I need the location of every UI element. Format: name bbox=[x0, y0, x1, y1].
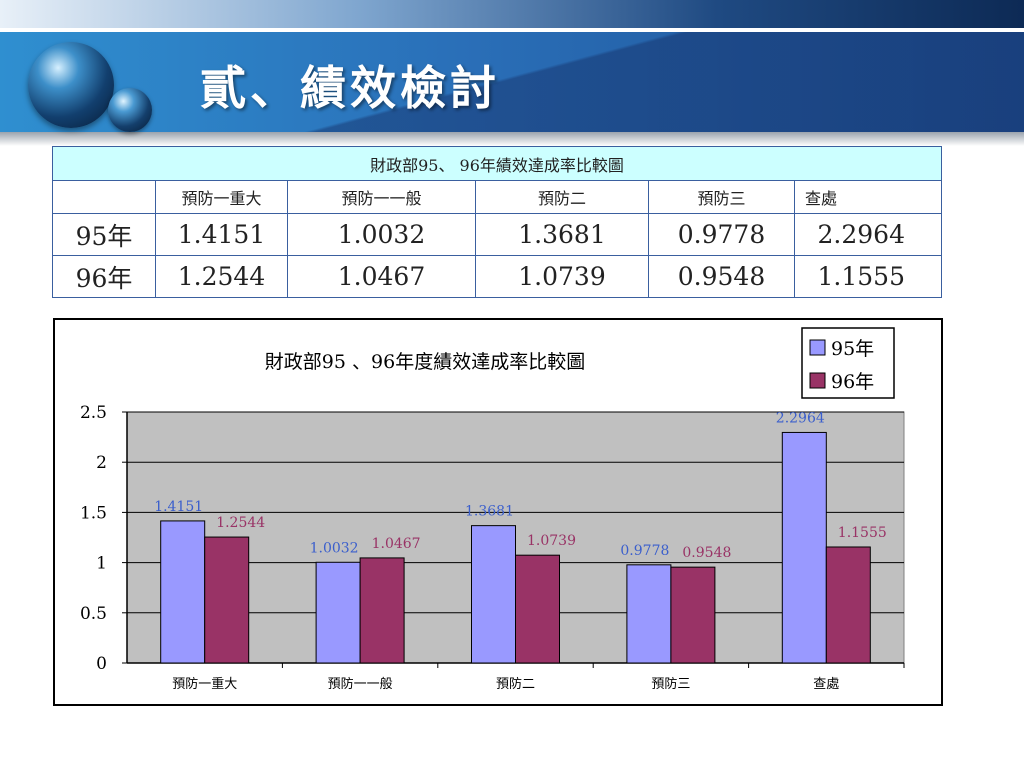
bar bbox=[471, 525, 516, 664]
slide-header: 貳、績效檢討 bbox=[0, 0, 1024, 150]
y-tick-label: 0.5 bbox=[80, 604, 107, 624]
bar bbox=[160, 520, 206, 664]
header-cell bbox=[52, 180, 156, 214]
data-label: 0.9778 bbox=[620, 543, 669, 559]
y-tick-label: 1.5 bbox=[80, 503, 107, 523]
data-label: 2.2964 bbox=[776, 410, 825, 426]
data-label: 1.2544 bbox=[216, 515, 265, 531]
table-cell: 0.9548 bbox=[648, 255, 795, 298]
table-row: 96年 1.2544 1.0467 1.0739 0.9548 1.1555 bbox=[52, 255, 942, 298]
legend-swatch bbox=[809, 339, 826, 356]
y-tick-label: 2.5 bbox=[80, 403, 107, 423]
data-label: 1.0739 bbox=[527, 533, 576, 549]
legend-swatch bbox=[809, 372, 826, 389]
table-cell: 1.0739 bbox=[475, 255, 649, 298]
data-label: 0.9548 bbox=[682, 545, 731, 561]
performance-table: 財政部95、 96年績效達成率比較圖 預防一重大 預防一一般 預防二 預防三 查… bbox=[52, 146, 942, 298]
globe-icon bbox=[28, 42, 114, 128]
bar bbox=[515, 554, 560, 664]
header-cell: 查處 bbox=[794, 180, 942, 214]
header-cell: 預防一重大 bbox=[155, 180, 288, 214]
x-tick-label: 查處 bbox=[813, 677, 839, 692]
bar bbox=[781, 431, 827, 664]
table-cell: 1.2544 bbox=[155, 255, 288, 298]
bar bbox=[626, 564, 672, 664]
header-cell: 預防一一般 bbox=[287, 180, 476, 214]
legend-label: 96年 bbox=[831, 371, 874, 393]
table-cell: 2.2964 bbox=[794, 213, 942, 256]
bar bbox=[204, 536, 250, 664]
data-label: 1.3681 bbox=[465, 504, 514, 520]
header-cell: 預防三 bbox=[648, 180, 795, 214]
row-label: 95年 bbox=[52, 213, 156, 256]
y-tick-label: 0 bbox=[96, 654, 107, 674]
header-wave bbox=[280, 32, 1024, 132]
table-row: 95年 1.4151 1.0032 1.3681 0.9778 2.2964 bbox=[52, 213, 942, 256]
table-cell: 1.0467 bbox=[287, 255, 476, 298]
y-tick-label: 1 bbox=[96, 554, 107, 574]
table-cell: 1.0032 bbox=[287, 213, 476, 256]
header-cell: 預防二 bbox=[475, 180, 649, 214]
data-label: 1.0467 bbox=[372, 536, 421, 552]
table-cell: 1.3681 bbox=[475, 213, 649, 256]
table-cell: 1.4151 bbox=[155, 213, 288, 256]
data-label: 1.0032 bbox=[310, 540, 359, 556]
legend-label: 95年 bbox=[831, 338, 874, 360]
x-tick-label: 預防一一般 bbox=[328, 676, 393, 692]
header-band bbox=[0, 32, 1024, 132]
data-label: 1.4151 bbox=[154, 499, 203, 515]
table-cell: 0.9778 bbox=[648, 213, 795, 256]
data-label: 1.1555 bbox=[838, 525, 887, 541]
table-cell: 1.1555 bbox=[794, 255, 942, 298]
row-label: 96年 bbox=[52, 255, 156, 298]
x-tick-label: 預防二 bbox=[496, 676, 535, 692]
bar bbox=[359, 557, 405, 664]
chart-title: 財政部95 、96年度績效達成率比較圖 bbox=[265, 351, 585, 373]
bar bbox=[825, 546, 871, 664]
table-caption: 財政部95、 96年績效達成率比較圖 bbox=[52, 146, 942, 181]
bar bbox=[670, 566, 716, 664]
header-shadow bbox=[0, 132, 1024, 146]
chart-container: 0 0.5 1 1.5 2 2.5 財政部95 、96年度績效達成率比較圖預防一重大 1.41… bbox=[53, 318, 943, 706]
table-header-row: 預防一重大 預防一一般 預防二 預防三 查處 bbox=[52, 180, 942, 214]
header-top-bar bbox=[0, 0, 1024, 28]
x-tick-label: 預防一重大 bbox=[172, 676, 237, 692]
slide-title: 貳、績效檢討 bbox=[200, 61, 500, 115]
small-globe-icon bbox=[108, 88, 152, 132]
y-tick-label: 2 bbox=[96, 453, 107, 473]
bar bbox=[315, 561, 361, 664]
x-tick-label: 預防三 bbox=[651, 676, 690, 692]
header-divider bbox=[0, 28, 1024, 32]
